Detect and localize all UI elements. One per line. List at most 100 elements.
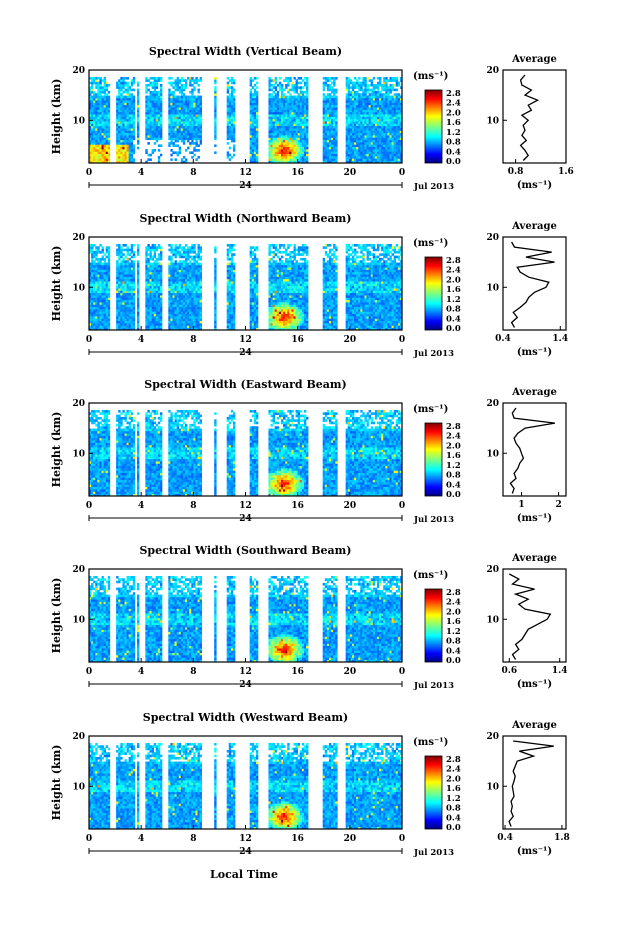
heatmap-cell <box>356 95 359 99</box>
heatmap-cell <box>132 95 136 99</box>
heatmap-cell <box>126 104 129 108</box>
heatmap-cell <box>107 125 111 129</box>
heatmap-cell <box>182 320 186 324</box>
heatmap-cell <box>153 323 157 326</box>
heatmap-cell <box>397 97 401 101</box>
heatmap-cell <box>180 299 184 303</box>
heatmap-cell <box>364 146 367 150</box>
heatmap-cell <box>168 114 171 117</box>
heatmap-cell <box>322 151 326 154</box>
heatmap-cell <box>383 306 386 310</box>
heatmap-cell <box>93 118 96 122</box>
heatmap-cell <box>289 316 292 319</box>
heatmap-cell <box>368 309 371 312</box>
heatmap-cell <box>174 302 177 305</box>
heatmap-cell <box>356 313 359 317</box>
heatmap-cell <box>172 302 175 305</box>
heatmap-cell <box>376 109 380 113</box>
heatmap-cell <box>299 318 303 321</box>
heatmap-cell <box>387 121 390 124</box>
heatmap-cell <box>368 79 371 82</box>
heatmap-cell <box>95 323 98 326</box>
heatmap-cell <box>199 309 202 312</box>
heatmap-cell <box>105 86 109 89</box>
heatmap-cell <box>303 318 307 321</box>
heatmap-cell <box>191 109 194 113</box>
heatmap-cell <box>333 132 336 136</box>
heatmap-cell <box>199 318 202 321</box>
heatmap-cell <box>253 83 257 87</box>
heatmap-cell <box>303 104 307 108</box>
heatmap-cell <box>103 123 106 127</box>
heatmap-cell <box>189 83 192 87</box>
heatmap-cell <box>354 158 357 161</box>
heatmap-cell <box>89 325 92 328</box>
heatmap-cell <box>354 125 357 129</box>
heatmap-cell <box>268 107 271 110</box>
heatmap-cell <box>226 95 230 99</box>
heatmap-cell <box>178 299 182 303</box>
heatmap-cell <box>249 142 253 145</box>
heatmap-cell <box>372 309 376 312</box>
heatmap-cell <box>93 156 96 159</box>
heatmap-cell <box>358 151 361 154</box>
heatmap-cell <box>328 306 332 310</box>
heatmap-cell <box>385 121 388 124</box>
heatmap-cell <box>374 299 378 303</box>
heatmap-cell <box>387 123 390 127</box>
heatmap-cell <box>389 76 392 80</box>
heatmap-cell <box>303 304 307 308</box>
heatmap-cell <box>184 306 188 310</box>
heatmap-cell <box>178 325 182 328</box>
heatmap-cell <box>272 302 276 305</box>
heatmap-cell <box>297 97 301 101</box>
heatmap-cell <box>395 299 399 303</box>
heatmap-cell <box>389 104 392 108</box>
heatmap-cell <box>295 88 298 92</box>
heatmap-cell <box>295 158 298 161</box>
heatmap-cell <box>105 311 109 315</box>
heatmap-cell <box>301 79 305 82</box>
heatmap-cell <box>126 130 129 134</box>
heatmap-cell <box>362 139 365 143</box>
heatmap-cell <box>274 144 278 148</box>
heatmap-cell <box>105 318 109 321</box>
heatmap-cell <box>295 116 298 120</box>
heatmap-cell <box>147 97 150 101</box>
heatmap-cell <box>95 153 98 157</box>
heatmap-cell <box>155 123 159 127</box>
heatmap-cell <box>151 325 154 328</box>
heatmap-cell <box>291 83 294 87</box>
heatmap-cell <box>381 146 384 150</box>
heatmap-cell <box>285 130 288 134</box>
heatmap-cell <box>372 327 376 331</box>
heatmap-cell <box>280 137 284 141</box>
heatmap-cell <box>385 160 388 164</box>
heatmap-cell <box>251 144 255 148</box>
heatmap-cell <box>168 88 171 92</box>
heatmap-cell <box>153 118 157 122</box>
heatmap-cell <box>101 144 104 148</box>
heatmap-cell <box>389 309 392 312</box>
heatmap-cell <box>157 102 161 106</box>
heatmap-cell <box>126 83 129 87</box>
heatmap-cell <box>295 132 298 136</box>
heatmap-cell <box>387 100 390 103</box>
heatmap-cell <box>101 139 104 143</box>
heatmap-cell <box>283 144 286 148</box>
heatmap-cell <box>356 123 359 127</box>
heatmap-cell <box>324 318 328 321</box>
heatmap-cell <box>107 320 111 324</box>
heatmap-cell <box>93 323 96 326</box>
heatmap-cell <box>379 318 382 321</box>
heatmap-cell <box>395 111 399 115</box>
heatmap-cell <box>99 130 102 134</box>
heatmap-cell <box>197 97 200 101</box>
heatmap-cell <box>364 318 367 321</box>
heatmap-cell <box>272 139 276 143</box>
heatmap-cell <box>268 306 271 310</box>
heatmap-cell <box>303 149 307 152</box>
heatmap-cell <box>285 83 288 87</box>
heatmap-cell <box>136 318 140 321</box>
heatmap-cell <box>381 111 384 115</box>
